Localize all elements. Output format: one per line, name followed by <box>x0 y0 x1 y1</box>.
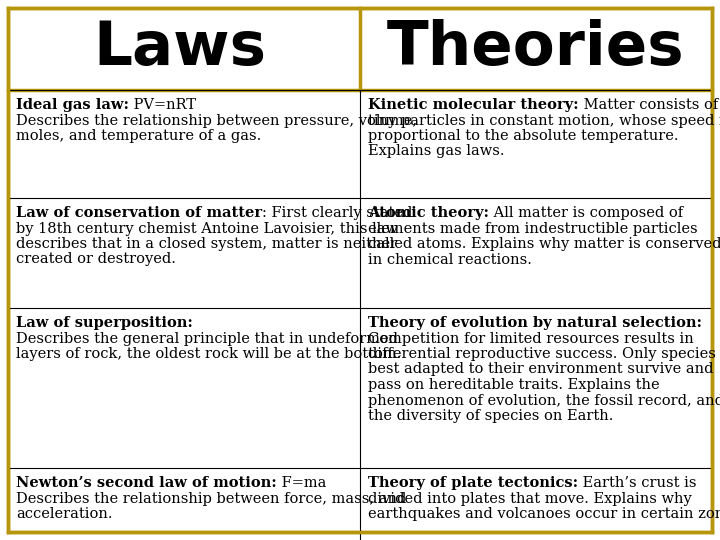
Text: Describes the relationship between pressure, volume,: Describes the relationship between press… <box>16 113 417 127</box>
Text: divided into plates that move. Explains why: divided into plates that move. Explains … <box>368 491 692 505</box>
Text: tiny particles in constant motion, whose speed is: tiny particles in constant motion, whose… <box>368 113 720 127</box>
Text: in chemical reactions.: in chemical reactions. <box>368 253 532 267</box>
Text: pass on hereditable traits. Explains the: pass on hereditable traits. Explains the <box>368 378 660 392</box>
Text: Competition for limited resources results in: Competition for limited resources result… <box>368 332 694 346</box>
Text: layers of rock, the oldest rock will be at the bottom.: layers of rock, the oldest rock will be … <box>16 347 401 361</box>
Text: earthquakes and volcanoes occur in certain zones.: earthquakes and volcanoes occur in certa… <box>368 507 720 521</box>
Text: elements made from indestructible particles: elements made from indestructible partic… <box>368 221 698 235</box>
Text: moles, and temperature of a gas.: moles, and temperature of a gas. <box>16 129 261 143</box>
Text: All matter is composed of: All matter is composed of <box>489 206 683 220</box>
Text: Kinetic molecular theory:: Kinetic molecular theory: <box>368 98 579 112</box>
Text: Laws: Laws <box>94 19 266 78</box>
Text: PV=nRT: PV=nRT <box>129 98 196 112</box>
Text: F=ma: F=ma <box>276 476 326 490</box>
Text: proportional to the absolute temperature.: proportional to the absolute temperature… <box>368 129 678 143</box>
Text: Theory of plate tectonics:: Theory of plate tectonics: <box>368 476 578 490</box>
Text: Describes the general principle that in undeformed: Describes the general principle that in … <box>16 332 398 346</box>
Text: the diversity of species on Earth.: the diversity of species on Earth. <box>368 409 613 423</box>
Text: by 18th century chemist Antoine Lavoisier, this law: by 18th century chemist Antoine Lavoisie… <box>16 221 398 235</box>
Text: Theory of evolution by natural selection:: Theory of evolution by natural selection… <box>368 316 702 330</box>
Text: Theories: Theories <box>387 19 685 78</box>
Text: Ideal gas law:: Ideal gas law: <box>16 98 129 112</box>
Text: Explains gas laws.: Explains gas laws. <box>368 145 505 159</box>
Text: Law of superposition:: Law of superposition: <box>16 316 193 330</box>
Text: Describes the relationship between force, mass, and: Describes the relationship between force… <box>16 491 406 505</box>
Text: called atoms. Explains why matter is conserved: called atoms. Explains why matter is con… <box>368 237 720 251</box>
Text: differential reproductive success. Only species: differential reproductive success. Only … <box>368 347 716 361</box>
Text: acceleration.: acceleration. <box>16 507 112 521</box>
Text: Atomic theory:: Atomic theory: <box>368 206 489 220</box>
Text: Matter consists of: Matter consists of <box>579 98 718 112</box>
Text: Newton’s second law of motion:: Newton’s second law of motion: <box>16 476 276 490</box>
Text: Law of conservation of matter: Law of conservation of matter <box>16 206 262 220</box>
Text: describes that in a closed system, matter is neither: describes that in a closed system, matte… <box>16 237 397 251</box>
Text: Earth’s crust is: Earth’s crust is <box>578 476 697 490</box>
Text: : First clearly stated: : First clearly stated <box>262 206 413 220</box>
Text: phenomenon of evolution, the fossil record, and: phenomenon of evolution, the fossil reco… <box>368 394 720 408</box>
Text: created or destroyed.: created or destroyed. <box>16 253 176 267</box>
Text: best adapted to their environment survive and: best adapted to their environment surviv… <box>368 362 714 376</box>
